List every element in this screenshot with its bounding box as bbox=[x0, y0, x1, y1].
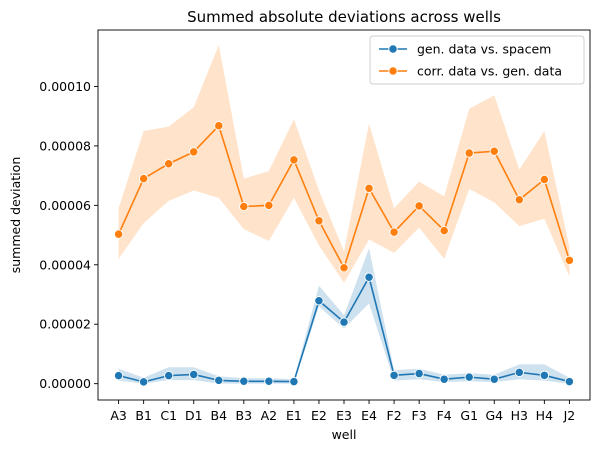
data-point bbox=[464, 148, 474, 158]
data-point bbox=[314, 296, 324, 306]
x-tick-label: J2 bbox=[563, 408, 576, 423]
legend-label-0: gen. data vs. spacem bbox=[417, 42, 551, 57]
data-point bbox=[164, 370, 174, 381]
data-point bbox=[339, 317, 349, 327]
y-axis: 0.00000 0.00002 0.00004 0.00006 0.00008 0.000… bbox=[39, 79, 98, 391]
y-tick-label: 0.00006 bbox=[39, 198, 91, 213]
confidence-bands bbox=[118, 44, 570, 384]
x-tick-label: F4 bbox=[437, 408, 452, 423]
series-line-0 bbox=[118, 276, 570, 383]
chart-title: Summed absolute deviations across wells bbox=[187, 8, 501, 26]
data-point bbox=[314, 216, 324, 226]
legend-marker-1 bbox=[388, 66, 398, 76]
data-point bbox=[189, 147, 199, 157]
data-point bbox=[564, 255, 575, 265]
ci-band-0 bbox=[118, 248, 570, 384]
data-point bbox=[489, 146, 499, 156]
data-point bbox=[439, 374, 449, 384]
legend-label-1: corr. data vs. gen. data bbox=[417, 64, 562, 79]
ci-band-1 bbox=[118, 44, 570, 283]
data-point bbox=[138, 377, 149, 387]
x-tick-label: E3 bbox=[336, 408, 352, 423]
data-point bbox=[414, 201, 424, 211]
data-point bbox=[239, 376, 249, 386]
data-point bbox=[289, 376, 299, 387]
x-tick-label: E4 bbox=[361, 408, 377, 423]
data-point bbox=[289, 155, 299, 165]
y-tick-label: 0.00004 bbox=[39, 257, 91, 272]
data-point bbox=[564, 376, 575, 387]
y-tick-label: 0.00008 bbox=[39, 138, 91, 153]
x-tick-label: F2 bbox=[387, 408, 402, 423]
x-tick-label: A3 bbox=[110, 408, 127, 423]
data-point bbox=[239, 201, 249, 212]
data-point bbox=[264, 200, 274, 210]
x-tick-label: B1 bbox=[135, 408, 152, 423]
data-point bbox=[364, 272, 374, 282]
data-point bbox=[414, 368, 424, 379]
series-points bbox=[113, 121, 575, 387]
legend-box bbox=[369, 35, 585, 85]
data-point bbox=[214, 375, 224, 386]
data-point bbox=[214, 121, 224, 131]
data-point bbox=[138, 173, 149, 184]
legend-marker-0 bbox=[388, 44, 398, 54]
data-point bbox=[164, 159, 174, 169]
x-tick-label: H3 bbox=[511, 408, 528, 423]
data-point bbox=[189, 369, 199, 380]
data-point bbox=[439, 225, 449, 236]
x-tick-label: F3 bbox=[412, 408, 427, 423]
x-tick-label: B3 bbox=[236, 408, 253, 423]
data-point bbox=[339, 263, 349, 273]
x-tick-label: A2 bbox=[261, 408, 278, 423]
legend: gen. data vs. spacem corr. data vs. gen. … bbox=[369, 35, 585, 85]
y-tick-label: 0.00000 bbox=[39, 376, 91, 391]
y-axis-label: summed deviation bbox=[8, 157, 23, 274]
x-axis: A3 B1 C1 D1 B4 B3 A2 E1 E2 E3 E4 F2 F3 F4 G1 G4 H3 H4 J2 bbox=[110, 400, 575, 423]
x-tick-label: G4 bbox=[485, 408, 503, 423]
x-tick-label: H4 bbox=[536, 408, 553, 423]
x-tick-label: C1 bbox=[160, 408, 177, 423]
x-tick-label: B4 bbox=[211, 408, 228, 423]
data-point bbox=[389, 227, 399, 237]
data-point bbox=[489, 374, 499, 384]
x-tick-label: D1 bbox=[185, 408, 203, 423]
data-point bbox=[464, 372, 474, 382]
y-tick-label: 0.00002 bbox=[39, 317, 91, 332]
x-tick-label: E1 bbox=[286, 408, 302, 423]
data-point bbox=[264, 376, 274, 386]
data-point bbox=[389, 370, 399, 380]
y-tick-label: 0.00010 bbox=[39, 79, 91, 94]
x-tick-label: G1 bbox=[460, 408, 478, 423]
data-point bbox=[113, 370, 124, 381]
data-point bbox=[514, 367, 524, 378]
x-tick-label: E2 bbox=[311, 408, 327, 423]
x-axis-label: well bbox=[332, 427, 357, 442]
data-point bbox=[539, 174, 550, 185]
data-point bbox=[113, 229, 124, 239]
data-point bbox=[364, 183, 374, 194]
data-point bbox=[514, 195, 524, 205]
data-point bbox=[539, 370, 550, 380]
